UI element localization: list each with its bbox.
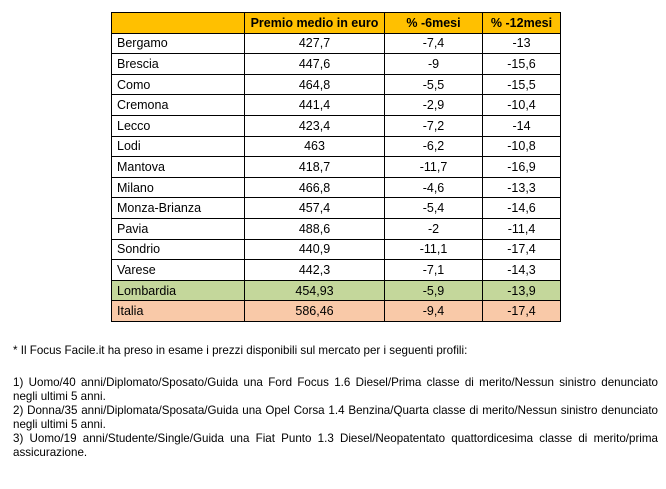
profile-3: 3) Uomo/19 anni/Studente/Single/Guida un…	[13, 432, 658, 459]
cell-name: Milano	[111, 176, 245, 199]
table-row: Cremona 441,4 -2,9 -10,4	[111, 94, 561, 116]
table-row: Varese 442,3 -7,1 -14,3	[111, 259, 561, 281]
cell-6mesi: -11,1	[384, 238, 483, 261]
table-row: Pavia 488,6 -2 -11,4	[111, 217, 561, 240]
cell-12mesi: -10,8	[482, 135, 561, 158]
cell-premio: 441,4	[244, 94, 385, 116]
table-row: Sondrio 440,9 -11,1 -17,4	[111, 238, 561, 261]
cell-premio: 427,7	[244, 32, 385, 55]
cell-6mesi: -7,4	[384, 32, 483, 55]
profile-1: 1) Uomo/40 anni/Diplomato/Sposato/Guida …	[13, 376, 658, 403]
cell-12mesi: -11,4	[482, 217, 561, 240]
table-row: Brescia 447,6 -9 -15,6	[111, 53, 561, 75]
cell-name: Lodi	[111, 135, 245, 158]
profile-2: 2) Donna/35 anni/Diplomata/Sposata/Guida…	[13, 404, 658, 431]
cell-12mesi: -15,6	[482, 53, 561, 75]
cell-name: Bergamo	[111, 32, 245, 55]
table-row: Como 464,8 -5,5 -15,5	[111, 73, 561, 96]
table-header-row: Premio medio in euro % -6mesi % -12mesi	[111, 12, 561, 34]
table-row: Lodi 463 -6,2 -10,8	[111, 135, 561, 158]
cell-name: Varese	[111, 259, 245, 281]
cell-name: Brescia	[111, 53, 245, 75]
table-row: Bergamo 427,7 -7,4 -13	[111, 32, 561, 55]
cell-name: Lombardia	[111, 279, 245, 302]
cell-premio: 457,4	[244, 197, 385, 219]
cell-premio: 586,46	[244, 300, 385, 322]
cell-name: Como	[111, 73, 245, 96]
table-row: Milano 466,8 -4,6 -13,3	[111, 176, 561, 199]
cell-6mesi: -2,9	[384, 94, 483, 116]
cell-premio: 447,6	[244, 53, 385, 75]
cell-premio: 466,8	[244, 176, 385, 199]
cell-6mesi: -9	[384, 53, 483, 75]
cell-6mesi: -9,4	[384, 300, 483, 322]
notes-intro: * Il Focus Facile.it ha preso in esame i…	[13, 344, 468, 357]
cell-6mesi: -7,2	[384, 114, 483, 137]
cell-6mesi: -5,9	[384, 279, 483, 302]
cell-premio: 464,8	[244, 73, 385, 96]
cell-6mesi: -6,2	[384, 135, 483, 158]
cell-12mesi: -14,6	[482, 197, 561, 219]
cell-premio: 423,4	[244, 114, 385, 137]
cell-premio: 488,6	[244, 217, 385, 240]
cell-12mesi: -13,3	[482, 176, 561, 199]
cell-name: Mantova	[111, 156, 245, 178]
lombardia-row: Lombardia 454,93 -5,9 -13,9	[111, 279, 561, 302]
header-premio: Premio medio in euro	[244, 12, 385, 34]
premium-table: Premio medio in euro % -6mesi % -12mesi …	[111, 12, 561, 322]
cell-12mesi: -13,9	[482, 279, 561, 302]
cell-premio: 440,9	[244, 238, 385, 261]
cell-12mesi: -13	[482, 32, 561, 55]
cell-12mesi: -10,4	[482, 94, 561, 116]
cell-name: Cremona	[111, 94, 245, 116]
italia-row: Italia 586,46 -9,4 -17,4	[111, 300, 561, 322]
cell-name: Italia	[111, 300, 245, 322]
cell-6mesi: -2	[384, 217, 483, 240]
notes-section: * Il Focus Facile.it ha preso in esame i…	[13, 344, 658, 460]
header-blank	[111, 12, 245, 34]
cell-12mesi: -14	[482, 114, 561, 137]
cell-premio: 463	[244, 135, 385, 158]
cell-12mesi: -17,4	[482, 300, 561, 322]
cell-12mesi: -17,4	[482, 238, 561, 261]
cell-12mesi: -15,5	[482, 73, 561, 96]
cell-name: Monza-Brianza	[111, 197, 245, 219]
table-row: Monza-Brianza 457,4 -5,4 -14,6	[111, 197, 561, 219]
table-row: Mantova 418,7 -11,7 -16,9	[111, 156, 561, 178]
cell-6mesi: -5,4	[384, 197, 483, 219]
header-6mesi: % -6mesi	[384, 12, 483, 34]
cell-name: Lecco	[111, 114, 245, 137]
cell-6mesi: -11,7	[384, 156, 483, 178]
cell-premio: 418,7	[244, 156, 385, 178]
cell-premio: 442,3	[244, 259, 385, 281]
cell-12mesi: -14,3	[482, 259, 561, 281]
cell-6mesi: -5,5	[384, 73, 483, 96]
cell-premio: 454,93	[244, 279, 385, 302]
cell-12mesi: -16,9	[482, 156, 561, 178]
cell-name: Pavia	[111, 217, 245, 240]
cell-6mesi: -7,1	[384, 259, 483, 281]
table-row: Lecco 423,4 -7,2 -14	[111, 114, 561, 137]
header-12mesi: % -12mesi	[482, 12, 561, 34]
cell-6mesi: -4,6	[384, 176, 483, 199]
cell-name: Sondrio	[111, 238, 245, 261]
